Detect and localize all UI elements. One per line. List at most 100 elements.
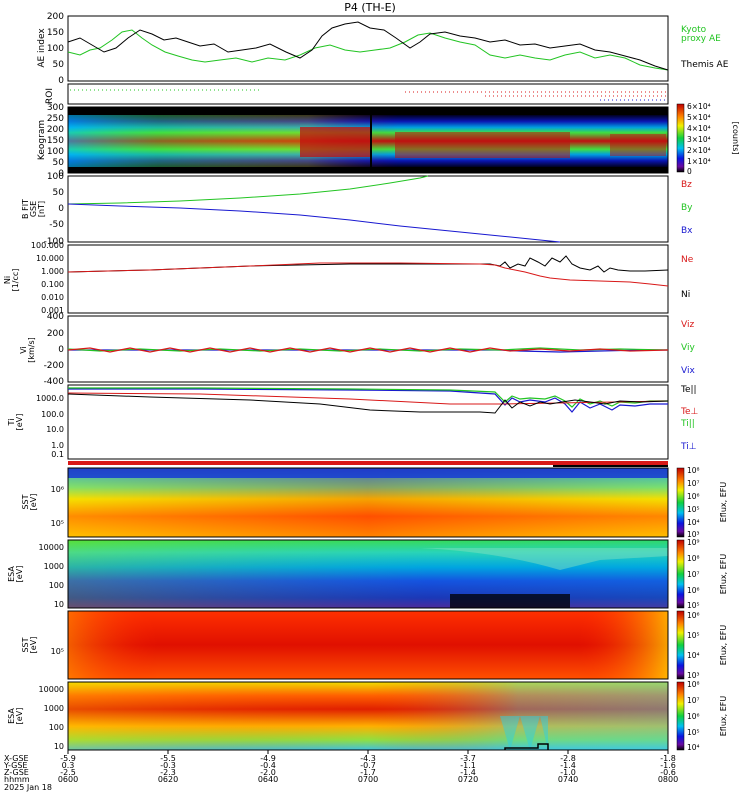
vi-legend-viz: Viz [681,320,694,330]
esai-cbar-tick: 10⁶ [687,712,700,721]
sste-cbar-tick: 10⁷ [687,479,700,488]
sste-ylabel-1: SST [21,494,30,509]
x-tick-z-label: -1.7 [360,768,376,777]
bfit-panel: 100 50 0 -50 -100 B FIT GSE [nT] Bz By B… [21,172,693,247]
vi-panel: 400 200 0 -200 -400 Vi [km/s] Viz Viy Vi… [19,312,695,387]
ae-tick: 200 [47,12,64,22]
ssti-ylabel-1: SST [21,637,30,652]
esae-tick: 10000 [39,543,64,552]
ssti-cbar-tick: 10⁶ [687,611,700,620]
themis-ae-line [67,21,669,71]
keo-cbar-tick: 5×10⁴ [687,113,711,122]
x-tick-t-label: 0720 [458,775,478,784]
keo-colorbar [676,103,685,173]
esai-cbar-tick: 10⁷ [687,696,700,705]
esae-colorbar [676,539,685,609]
keo-tick: 150 [47,136,64,146]
ni-legend-ne: Ne [681,255,694,265]
keo-cbar-tick: 2×10⁴ [687,146,711,155]
ni-tick: 0.100 [41,280,64,289]
ssti-colorbar [676,610,685,680]
te-perp-line [67,392,669,405]
ae-legend-themis: Themis AE [680,60,729,70]
ae-panel: 200 150 100 50 0 AE index Kyoto proxy AE… [37,12,729,86]
vi-legend-viy: Viy [681,343,695,353]
xaxis-row-label: Z-GSE [4,768,29,777]
bx-line [67,203,561,243]
ni-ylabel-1: Ni [3,276,12,284]
keo-cbar-tick: 4×10⁴ [687,124,711,133]
vi-tick: 400 [47,312,64,322]
te-par-line [67,393,669,414]
keo-cbar-tick: 3×10⁴ [687,135,711,144]
vi-ylabel-1: Vi [19,346,28,354]
vi-tick: 0 [58,345,64,355]
ti-tick: 0.1 [51,450,64,459]
esae-ylabel-2: [eV] [15,566,24,583]
vi-legend-vix: Vix [681,366,695,376]
x-tick-y-label: -1.4 [560,761,576,770]
keogram-panel: 300 250 200 150 100 50 0 Keogram 6×10⁴ 5… [37,102,740,179]
sst-ion-panel: 10⁵ SST [eV] 10⁶ 10⁵ 10⁴ 10³ Eflux, EFU [21,610,728,680]
esae-cbar-tick: 10⁸ [687,554,700,563]
sste-cbar-label: Eflux, EFU [719,482,728,523]
mode-bar [68,461,668,467]
xaxis-row-label: Y-GSE [3,761,27,770]
sste-colorbar [676,467,685,538]
ti-tick: 100.0 [41,410,64,419]
x-tick-z-label: -0.6 [660,768,676,777]
ti-legend-ti-par: Ti|| [680,419,695,429]
sst-electron-panel: 10⁶ 10⁵ SST [eV] 10⁸ 10⁷ 10⁶ 10⁵ 10⁴ 10³… [21,466,728,539]
ae-legend-proxy: proxy AE [681,34,721,44]
ni-tick: 0.010 [41,293,64,302]
keo-cbar-tick: 1×10⁴ [687,157,711,166]
bfit-tick: 0 [58,204,64,214]
ae-tick: 150 [47,28,64,38]
sste-cbar-tick: 10³ [687,530,700,539]
keo-cbar-tick: 0 [687,167,692,176]
x-tick-z-label: -2.0 [260,768,276,777]
xaxis-row-label: X-GSE [4,754,29,763]
esae-cbar-tick: 10⁶ [687,586,700,595]
vi-tick: 200 [47,329,64,339]
sste-tick: 10⁶ [51,485,64,494]
x-tick-x-label: -1.8 [660,754,676,763]
ssti-cbar-tick: 10³ [687,671,700,680]
sste-cbar-tick: 10⁸ [687,466,700,475]
vi-tick: -200 [44,361,65,371]
esai-cbar-tick: 10⁸ [687,680,700,689]
x-tick-y-label: -0.7 [360,761,376,770]
ti-par-line [68,387,668,408]
x-tick-x-label: -5.9 [60,754,76,763]
x-tick-t-label: 0640 [258,775,278,784]
keo-tick: 0 [58,169,64,179]
bfit-legend-by: By [681,203,693,213]
x-tick-z-label: -2.3 [160,768,176,777]
esae-ylabel-1: ESA [7,566,16,582]
x-tick-t-label: 0700 [358,775,378,784]
esae-cbar-tick: 10⁷ [687,570,700,579]
ni-tick: 10.000 [36,254,64,263]
ae-ylabel: AE index [37,28,47,68]
esai-tick: 10000 [39,685,64,694]
keo-tick: 50 [53,158,65,168]
plot-title: P4 (TH-E) [344,1,396,14]
x-tick-z-label: -1.4 [460,768,476,777]
esai-cbar-label: Eflux, EFU [719,696,728,737]
x-tick-z-label: -2.5 [60,768,76,777]
ae-y-ticks: 200 150 100 50 0 [47,12,64,86]
x-tick-y-label: 0.3 [62,761,75,770]
esae-tick: 1000 [44,562,64,571]
roi-panel: ROI [45,83,669,105]
ssti-cbar-label: Eflux, EFU [719,625,728,666]
keo-tick: 300 [47,103,64,113]
esae-tick: 10 [54,600,64,609]
x-tick-x-label: -3.7 [460,754,476,763]
x-tick-t-label: 0740 [558,775,578,784]
sste-tick: 10⁵ [51,519,64,528]
ni-legend-ni: Ni [681,290,690,300]
ni-tick: 0.001 [41,306,64,315]
esae-cbar-label: Eflux, EFU [719,554,728,595]
ni-tick: 100.000 [31,241,64,250]
